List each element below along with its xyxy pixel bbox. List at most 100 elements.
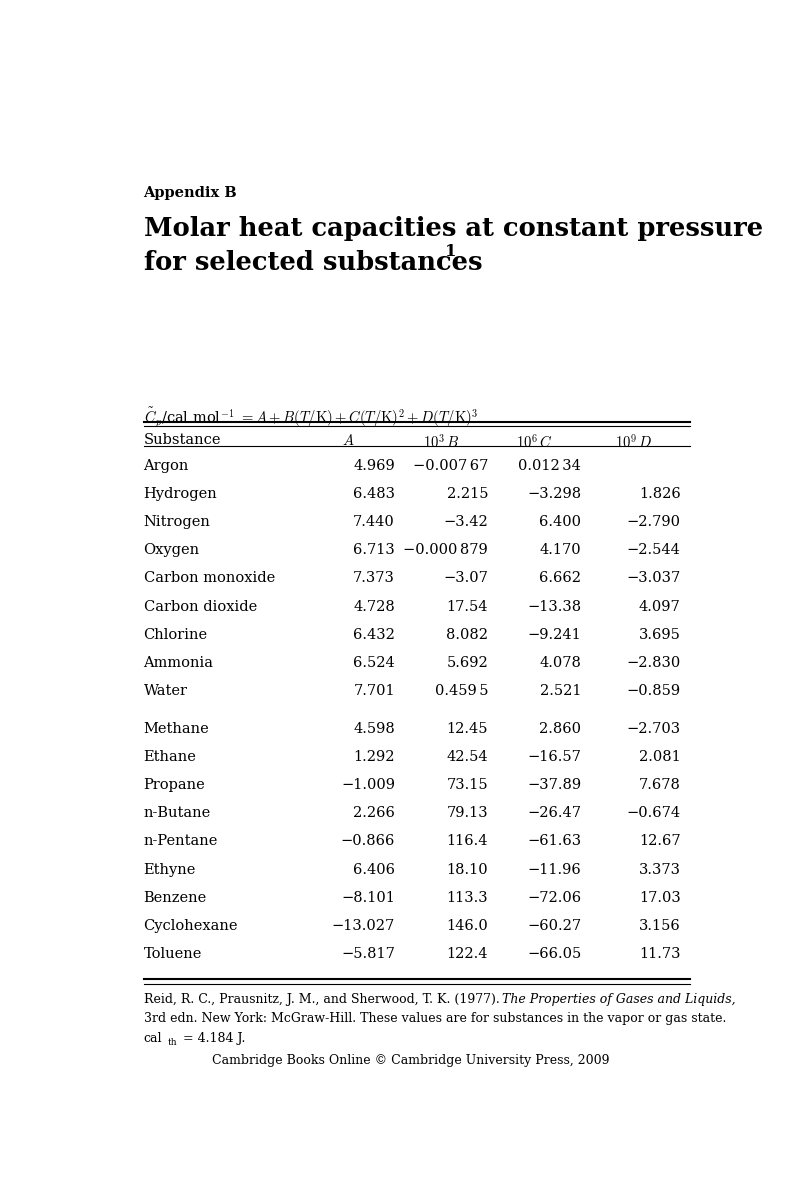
Text: −2.703: −2.703 [626,722,681,736]
Text: 42.54: 42.54 [446,749,488,764]
Text: −0.859: −0.859 [626,685,681,698]
Text: 7.440: 7.440 [353,515,395,528]
Text: Molar heat capacities at constant pressure: Molar heat capacities at constant pressu… [143,216,763,241]
Text: −2.544: −2.544 [626,543,681,557]
Text: Methane: Methane [143,722,209,736]
Text: −2.830: −2.830 [626,656,681,670]
Text: −0.674: −0.674 [626,806,681,820]
Text: 6.400: 6.400 [539,515,582,528]
Text: $10^3\,B$: $10^3\,B$ [424,432,460,450]
Text: 2.081: 2.081 [639,749,681,764]
Text: 12.67: 12.67 [639,835,681,848]
Text: −11.96: −11.96 [528,862,582,877]
Text: −3.07: −3.07 [443,572,488,585]
Text: 2.266: 2.266 [353,806,395,820]
Text: −1.009: −1.009 [341,778,395,791]
Text: −3.298: −3.298 [527,486,582,501]
Text: 3.695: 3.695 [638,628,681,641]
Text: Benzene: Benzene [143,891,207,904]
Text: 6.483: 6.483 [353,486,395,501]
Text: n-Pentane: n-Pentane [143,835,218,848]
Text: 4.728: 4.728 [353,599,395,614]
Text: th: th [167,1039,177,1047]
Text: −72.06: −72.06 [527,891,582,904]
Text: Chlorine: Chlorine [143,628,207,641]
Text: Carbon monoxide: Carbon monoxide [143,572,275,585]
Text: 122.4: 122.4 [447,948,488,961]
Text: −26.47: −26.47 [527,806,582,820]
Text: 11.73: 11.73 [639,948,681,961]
Text: −2.790: −2.790 [626,515,681,528]
Text: = 4.184 J.: = 4.184 J. [179,1032,245,1045]
Text: 5.692: 5.692 [446,656,488,670]
Text: −3.037: −3.037 [626,572,681,585]
Text: −66.05: −66.05 [527,948,582,961]
Text: 3.156: 3.156 [639,919,681,933]
Text: Ethane: Ethane [143,749,196,764]
Text: 4.969: 4.969 [353,459,395,472]
Text: −3.42: −3.42 [444,515,488,528]
Text: 8.082: 8.082 [446,628,488,641]
Text: 2.860: 2.860 [539,722,582,736]
Text: −0.007 67: −0.007 67 [413,459,488,472]
Text: −0.866: −0.866 [340,835,395,848]
Text: 3.373: 3.373 [638,862,681,877]
Text: 7.373: 7.373 [353,572,395,585]
Text: Oxygen: Oxygen [143,543,199,557]
Text: Ammonia: Ammonia [143,656,214,670]
Text: Cambridge Books Online © Cambridge University Press, 2009: Cambridge Books Online © Cambridge Unive… [211,1054,610,1068]
Text: Propane: Propane [143,778,205,791]
Text: 6.713: 6.713 [353,543,395,557]
Text: 6.406: 6.406 [353,862,395,877]
Text: 1.826: 1.826 [639,486,681,501]
Text: 4.097: 4.097 [639,599,681,614]
Text: 0.012 34: 0.012 34 [518,459,582,472]
Text: 1: 1 [445,243,457,261]
Text: Ethyne: Ethyne [143,862,196,877]
Text: −5.817: −5.817 [341,948,395,961]
Text: 1.292: 1.292 [353,749,395,764]
Text: 6.662: 6.662 [539,572,582,585]
Text: Water: Water [143,685,187,698]
Text: cal: cal [143,1032,162,1045]
Text: Hydrogen: Hydrogen [143,486,217,501]
Text: $10^9\,D$: $10^9\,D$ [615,432,653,450]
Text: −13.38: −13.38 [527,599,582,614]
Text: 17.03: 17.03 [639,891,681,904]
Text: Argon: Argon [143,459,189,472]
Text: $A$: $A$ [342,432,355,448]
Text: −9.241: −9.241 [528,628,582,641]
Text: Reid, R. C., Prausnitz, J. M., and Sherwood, T. K. (1977).: Reid, R. C., Prausnitz, J. M., and Sherw… [143,993,503,1006]
Text: −37.89: −37.89 [527,778,582,791]
Text: $\tilde{C}_p$/cal mol$^{-1}$ $= A + B(T/\mathrm{K}) + C(T/\mathrm{K})^2 + D(T/\m: $\tilde{C}_p$/cal mol$^{-1}$ $= A + B(T/… [143,405,478,429]
Text: Nitrogen: Nitrogen [143,515,211,528]
Text: −16.57: −16.57 [527,749,582,764]
Text: $10^6\,C$: $10^6\,C$ [517,432,553,450]
Text: The Properties of Gases and Liquids,: The Properties of Gases and Liquids, [502,993,736,1006]
Text: 6.524: 6.524 [353,656,395,670]
Text: 7.701: 7.701 [353,685,395,698]
Text: −61.63: −61.63 [527,835,582,848]
Text: 73.15: 73.15 [446,778,488,791]
Text: 3rd edn. New York: McGraw-Hill. These values are for substances in the vapor or : 3rd edn. New York: McGraw-Hill. These va… [143,1012,726,1026]
Text: Substance: Substance [143,432,221,447]
Text: 12.45: 12.45 [447,722,488,736]
Text: 2.521: 2.521 [540,685,582,698]
Text: Toluene: Toluene [143,948,202,961]
Text: 4.598: 4.598 [353,722,395,736]
Text: Appendix B: Appendix B [143,186,237,199]
Text: 79.13: 79.13 [446,806,488,820]
Text: Cyclohexane: Cyclohexane [143,919,238,933]
Text: −13.027: −13.027 [332,919,395,933]
Text: 146.0: 146.0 [446,919,488,933]
Text: 4.078: 4.078 [539,656,582,670]
Text: 0.459 5: 0.459 5 [435,685,488,698]
Text: 18.10: 18.10 [446,862,488,877]
Text: 7.678: 7.678 [638,778,681,791]
Text: 17.54: 17.54 [447,599,488,614]
Text: 6.432: 6.432 [353,628,395,641]
Text: 2.215: 2.215 [447,486,488,501]
Text: −60.27: −60.27 [527,919,582,933]
Text: 113.3: 113.3 [446,891,488,904]
Text: for selected substances: for selected substances [143,250,482,275]
